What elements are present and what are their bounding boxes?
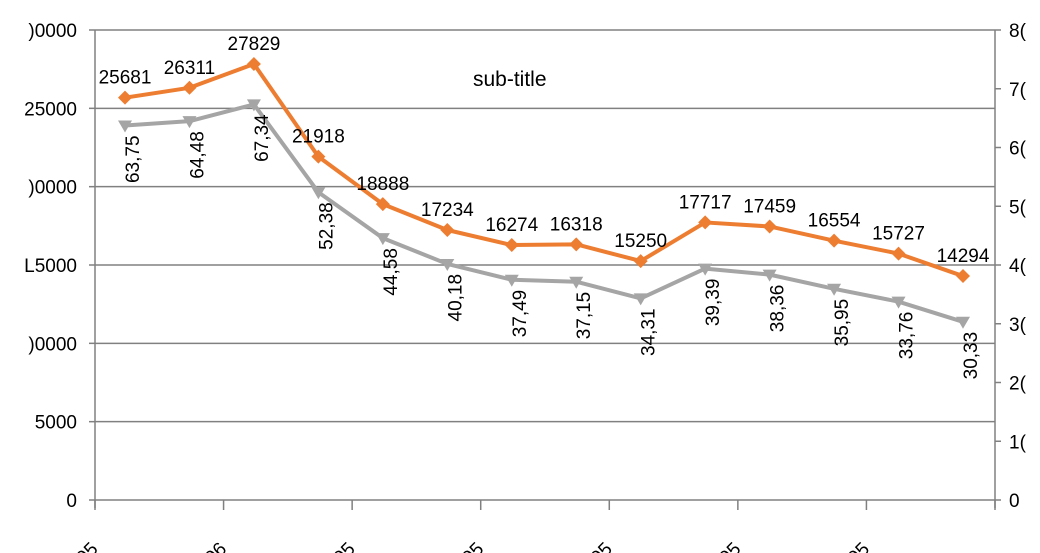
data-label: 38,36: [768, 285, 789, 333]
data-label: 64,48: [187, 131, 208, 179]
data-label: 16554: [808, 211, 861, 232]
data-point: [827, 283, 842, 296]
chart-subtitle: sub-title: [473, 68, 547, 91]
left-tick-label: )0000: [28, 21, 77, 42]
data-label: 67,34: [252, 114, 273, 162]
data-label: 40,18: [445, 274, 466, 322]
left-tick-label: )0000: [28, 178, 77, 199]
data-label: 18888: [356, 174, 409, 195]
data-point: [762, 219, 777, 234]
right-tick-label: 0: [1009, 491, 1020, 512]
data-point: [762, 269, 777, 282]
data-label: 37,49: [510, 290, 531, 338]
x-tick-label: 05: [587, 539, 617, 553]
data-label: 30,33: [961, 332, 982, 380]
data-point: [956, 316, 970, 329]
right-tick-label: 8(: [1009, 21, 1027, 42]
left-tick-label: 25000: [24, 99, 77, 120]
data-label: 37,15: [574, 292, 595, 340]
data-label: 35,95: [832, 299, 853, 347]
data-point: [891, 246, 906, 261]
right-tick-label: 2(: [1009, 374, 1027, 395]
data-point: [569, 276, 584, 289]
x-tick-label: 05: [73, 539, 103, 553]
data-point: [246, 57, 261, 72]
data-point: [375, 233, 390, 246]
x-tick-label: 05: [716, 539, 746, 553]
data-label: 39,39: [703, 279, 724, 327]
left-tick-label: 0: [66, 491, 77, 512]
data-point: [375, 197, 390, 212]
right-tick-label: 4(: [1009, 256, 1027, 277]
data-point: [569, 237, 584, 252]
grid: [95, 29, 995, 501]
data-point: [440, 223, 455, 238]
data-label: 33,76: [897, 312, 918, 360]
data-label: 17717: [679, 192, 732, 213]
data-labels: 25681 26311 27829 21918 18888 17234 16274 16318…: [99, 34, 990, 379]
right-tick-label: 6(: [1009, 139, 1027, 160]
data-label: 52,38: [316, 202, 337, 250]
data-label: 44,58: [381, 248, 402, 296]
data-label: 17459: [743, 196, 796, 217]
right-tick-label: 5(: [1009, 197, 1027, 218]
data-point: [182, 116, 197, 129]
data-point: [118, 120, 132, 133]
data-point: [633, 254, 648, 269]
data-point: [956, 269, 970, 284]
data-label: 14294: [937, 246, 990, 267]
data-point: [182, 80, 197, 95]
x-tick-label: 05: [330, 539, 360, 553]
data-point: [891, 296, 906, 309]
data-point: [504, 238, 519, 253]
data-point: [827, 233, 842, 248]
data-label: 16274: [485, 215, 538, 236]
data-label: 15727: [872, 224, 925, 245]
data-point: [504, 274, 519, 287]
x-tick-label: 05: [458, 539, 488, 553]
data-point: [440, 258, 455, 271]
left-tick-label: L5000: [24, 256, 77, 277]
x-tick-label: 05: [844, 539, 874, 553]
series-line: [124, 102, 964, 324]
right-tick-label: 1(: [1009, 432, 1027, 453]
left-tick-label: )0000: [28, 334, 77, 355]
axes: 0 5000 )0000 L5000 )0000 25000 )0000 0 1( 2( 3( 4( 5…: [24, 21, 1026, 553]
data-label: 27829: [228, 34, 281, 55]
data-label: 25681: [99, 68, 152, 89]
data-point: [311, 149, 326, 164]
data-point: [698, 263, 713, 276]
data-label: 15250: [614, 231, 667, 252]
data-point: [633, 293, 648, 306]
data-point: [118, 90, 132, 105]
data-point: [311, 187, 326, 200]
right-tick-label: 7(: [1009, 80, 1027, 101]
data-point: [246, 99, 261, 112]
x-tick-label: 06: [201, 539, 231, 553]
data-label: 21918: [292, 127, 345, 148]
left-tick-label: 5000: [35, 413, 77, 434]
data-point: [698, 215, 713, 230]
right-tick-label: 3(: [1009, 315, 1027, 336]
data-label: 26311: [164, 58, 215, 79]
data-label: 16318: [550, 214, 603, 235]
data-label: 17234: [421, 200, 474, 221]
series-line: [124, 62, 964, 278]
data-label: 63,75: [123, 135, 144, 183]
series-lines: [118, 57, 970, 329]
data-label: 34,31: [639, 308, 660, 356]
